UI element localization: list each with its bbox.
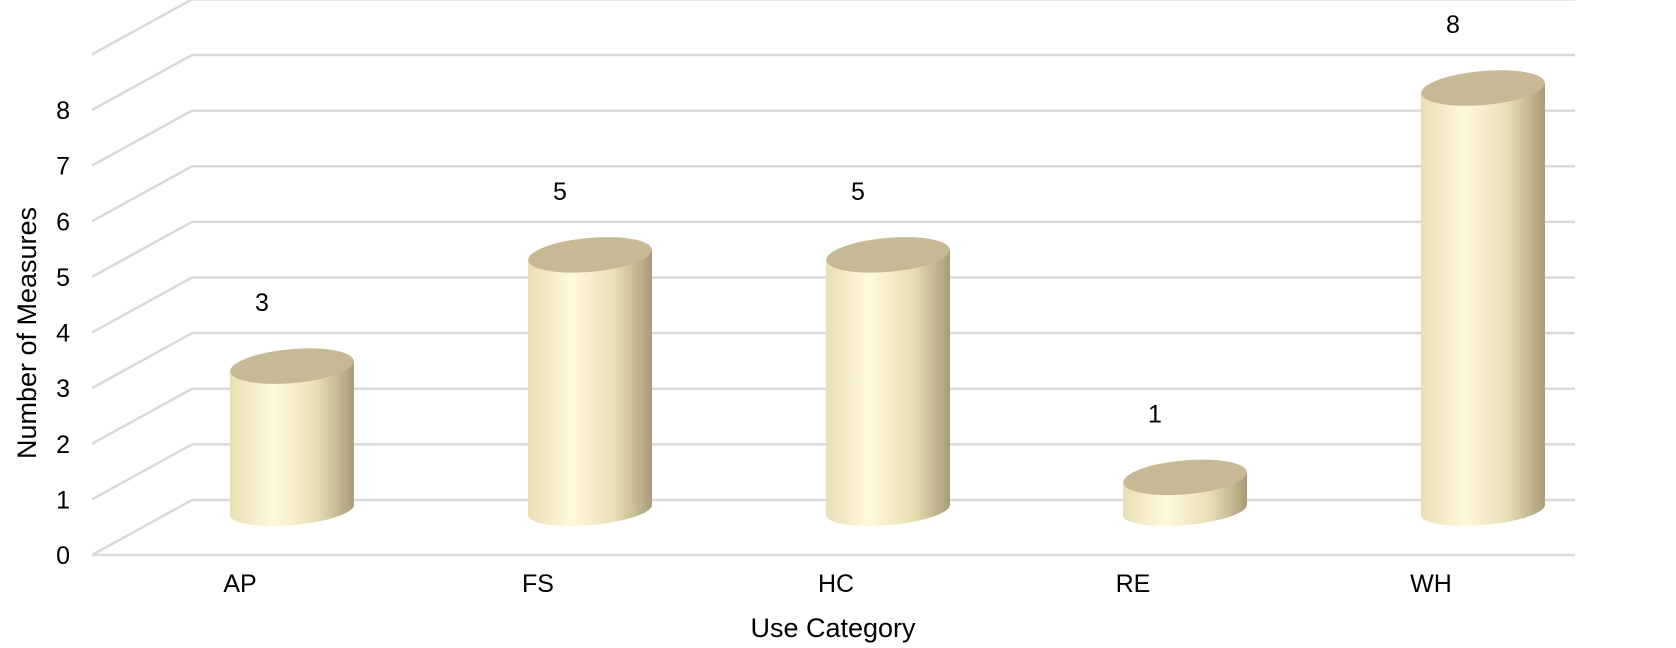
x-tick-label: RE (1116, 570, 1151, 598)
y-tick-label: 6 (56, 208, 70, 236)
bar-body (825, 249, 950, 526)
bar-re (1122, 459, 1247, 526)
gridline-side (91, 498, 193, 557)
bar-body (1420, 83, 1545, 526)
bar-hc (825, 237, 950, 526)
gridline-side (91, 53, 193, 112)
y-tick-label: 2 (56, 431, 70, 459)
y-axis-ticks: 0 1 2 3 4 5 6 7 8 (56, 97, 70, 570)
bar-top (1421, 70, 1545, 106)
x-tick-label: HC (818, 570, 854, 598)
data-label: 8 (1446, 11, 1460, 39)
bars (229, 70, 1545, 526)
data-label: 5 (553, 178, 567, 206)
bar-ap (229, 348, 354, 526)
gridline-side (91, 165, 193, 223)
y-axis-title: Number of Measures (12, 207, 42, 459)
gridline-side (91, 443, 193, 501)
data-label: 3 (255, 289, 269, 317)
bar-top (1123, 459, 1247, 496)
x-axis-categories: AP FS HC RE WH (223, 570, 1452, 598)
x-axis-title: Use Category (750, 613, 916, 643)
x-tick-label: WH (1410, 570, 1452, 598)
bar-top (230, 348, 354, 384)
bar-top (528, 237, 652, 273)
gridline-side (91, 387, 193, 445)
data-label: 5 (851, 178, 865, 206)
gridline-side (91, 332, 193, 390)
y-tick-label: 0 (56, 542, 70, 570)
data-label: 1 (1148, 400, 1162, 428)
gridline-side (91, 0, 193, 56)
gridline-side (91, 109, 193, 167)
gridline-side (91, 276, 193, 334)
y-tick-label: 7 (56, 153, 70, 181)
y-tick-label: 1 (56, 486, 70, 514)
bar-fs (527, 237, 652, 526)
x-tick-label: AP (223, 570, 256, 598)
bar-top (826, 237, 950, 273)
y-tick-label: 3 (56, 375, 70, 403)
x-tick-label: FS (522, 570, 554, 598)
y-tick-label: 4 (56, 320, 70, 348)
bar-body (527, 249, 652, 526)
y-tick-label: 5 (56, 264, 70, 292)
bar-body (229, 361, 354, 526)
data-labels: 3 5 5 1 8 (255, 11, 1460, 428)
gridline-side (91, 220, 193, 278)
bar-wh (1420, 70, 1545, 526)
y-tick-label: 8 (56, 97, 70, 125)
